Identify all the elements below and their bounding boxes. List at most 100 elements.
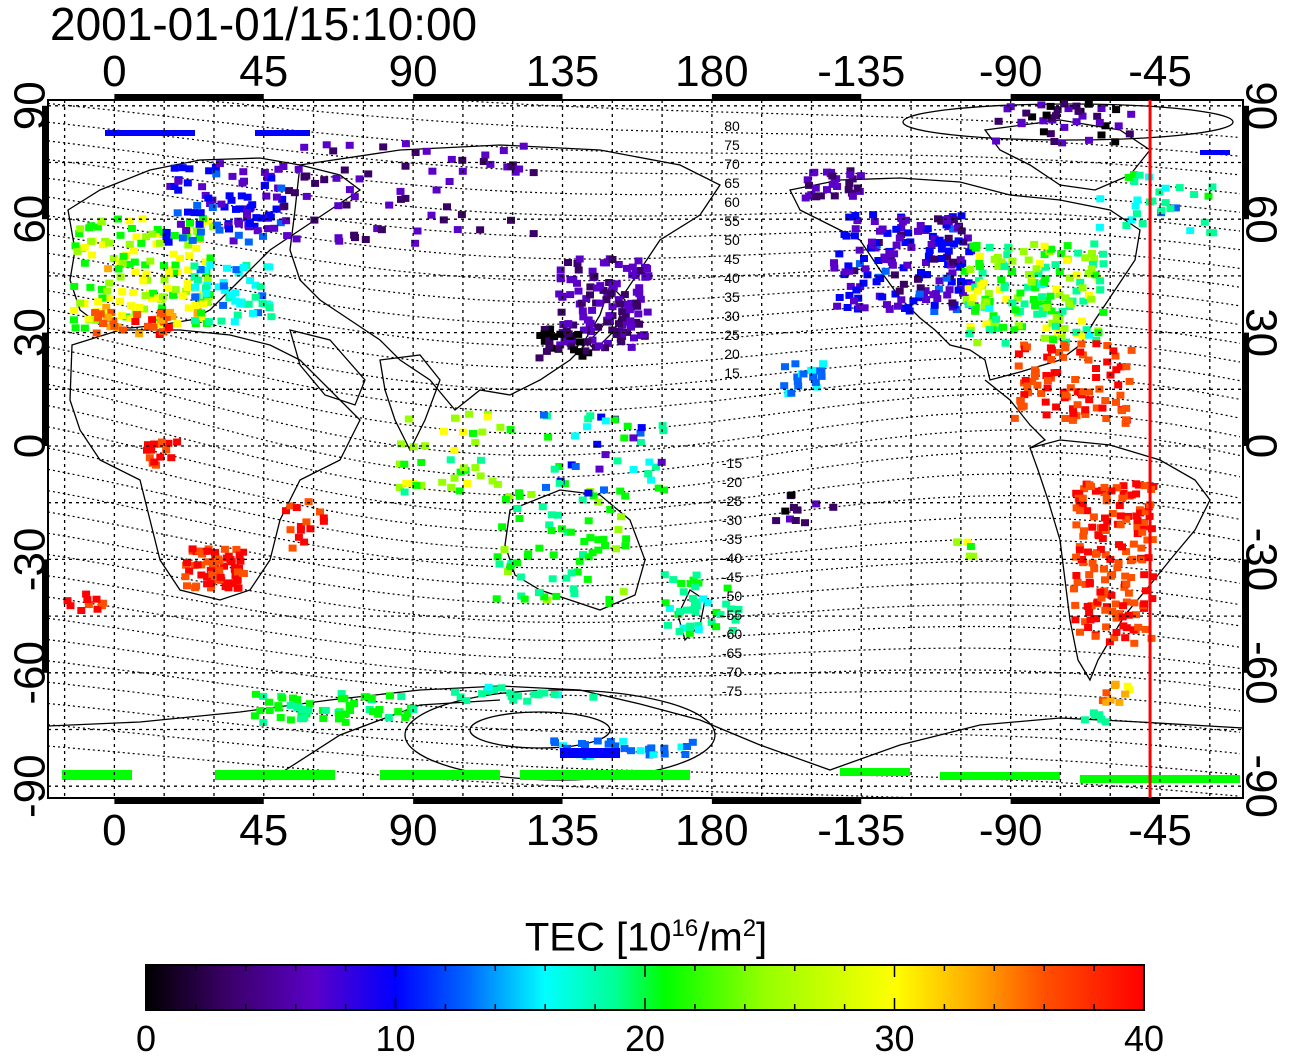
tec-cell — [1107, 487, 1116, 495]
tec-cell — [947, 278, 956, 286]
tec-cell — [265, 707, 274, 714]
tec-cell — [279, 163, 288, 170]
tec-cell — [190, 209, 199, 217]
tec-cell — [620, 744, 629, 752]
tec-cell — [688, 594, 697, 602]
tec-cell — [420, 442, 429, 450]
tec-cell — [909, 297, 918, 305]
tec-cell — [183, 582, 191, 590]
tec-cell — [943, 253, 952, 261]
tec-cell — [1117, 407, 1126, 415]
tec-cell — [956, 263, 965, 271]
tec-cell — [545, 521, 554, 529]
tec-cell — [105, 279, 114, 287]
tec-cell — [1096, 277, 1105, 285]
tec-cell — [1091, 632, 1100, 640]
tec-cell — [1147, 525, 1156, 533]
tec-cell — [1127, 110, 1136, 118]
tec-cell — [1089, 709, 1098, 717]
tec-cell — [529, 230, 538, 238]
tec-cell — [321, 706, 330, 714]
contour-label: -35 — [722, 531, 742, 547]
tec-cell — [973, 339, 982, 347]
tec-cell — [1080, 716, 1089, 724]
tec-cell — [253, 227, 262, 235]
tec-cell — [812, 193, 821, 201]
tec-cell — [608, 326, 617, 334]
tec-cell — [1050, 138, 1059, 145]
tec-cell — [519, 142, 528, 150]
tec-cell — [191, 302, 200, 309]
tec-cell — [459, 464, 468, 472]
tec-cell — [483, 687, 492, 695]
tec-cell — [945, 286, 954, 294]
left-latitude-labels: 90 60 30 0 -30 -60 -90 — [6, 81, 55, 818]
tec-cell — [456, 693, 465, 701]
tec-cell — [544, 433, 553, 441]
tec-cell — [157, 438, 166, 446]
tec-cell — [1023, 382, 1032, 390]
tec-cell — [630, 334, 638, 342]
tec-cell — [216, 573, 225, 581]
tec-cell — [841, 268, 850, 276]
tec-cell — [689, 576, 698, 584]
tec-cell — [201, 258, 210, 266]
tec-cell — [1102, 497, 1111, 505]
tec-strip — [520, 770, 690, 780]
tec-cell — [982, 298, 991, 306]
tec-cell — [497, 684, 506, 692]
tec-cell — [445, 178, 454, 185]
tec-cell — [178, 292, 187, 300]
tec-cell — [1127, 216, 1136, 224]
tec-cell — [71, 324, 80, 332]
tec-cell — [781, 507, 790, 515]
tec-cell — [661, 599, 670, 607]
tec-cell — [1081, 254, 1090, 262]
tec-cell — [1069, 405, 1077, 413]
tec-cell — [1031, 284, 1040, 292]
tec-cell — [1096, 195, 1105, 203]
tec-cell — [1019, 248, 1028, 256]
tec-cell — [1021, 377, 1030, 384]
tec-cell — [1024, 283, 1033, 291]
tec-cell — [500, 546, 509, 554]
tec-cell — [63, 597, 72, 605]
tec-cell — [143, 322, 152, 330]
tec-cell — [556, 273, 565, 281]
tec-cell — [1022, 109, 1031, 117]
tec-cell — [540, 337, 549, 345]
tec-cell — [219, 301, 228, 309]
tec-cell — [131, 318, 140, 325]
tec-cell — [1122, 222, 1131, 229]
tec-cell — [637, 267, 646, 274]
tec-cell — [614, 526, 623, 534]
tec-cell — [617, 338, 626, 346]
tec-cell — [103, 287, 111, 295]
tec-cell — [731, 616, 740, 624]
tec-cell — [1084, 624, 1093, 631]
tec-cell — [274, 702, 283, 710]
tec-cell — [966, 323, 975, 330]
tec-cell — [1014, 294, 1022, 302]
tec-cell — [203, 558, 212, 566]
tec-cell — [417, 459, 426, 466]
contour-label: 50 — [724, 232, 740, 248]
tec-cell — [571, 463, 580, 470]
tec-cell — [617, 330, 626, 338]
tec-cell — [1040, 242, 1049, 250]
tec-cell — [689, 606, 698, 614]
tec-cell — [1074, 107, 1083, 115]
timestamp-title: 2001-01-01/15:10:00 — [50, 0, 478, 50]
tec-cell — [235, 551, 244, 559]
tec-cell — [1047, 245, 1055, 253]
tec-cell — [223, 264, 231, 272]
tec-cell — [969, 242, 978, 250]
tec-cell — [1098, 535, 1107, 543]
tec-cell — [569, 321, 578, 329]
tec-cell — [153, 226, 162, 233]
contour-label: 40 — [724, 270, 740, 286]
tec-cell — [1089, 513, 1098, 521]
tec-cell — [1086, 616, 1095, 624]
contour-label: 60 — [724, 194, 740, 210]
tec-cell — [916, 222, 925, 229]
